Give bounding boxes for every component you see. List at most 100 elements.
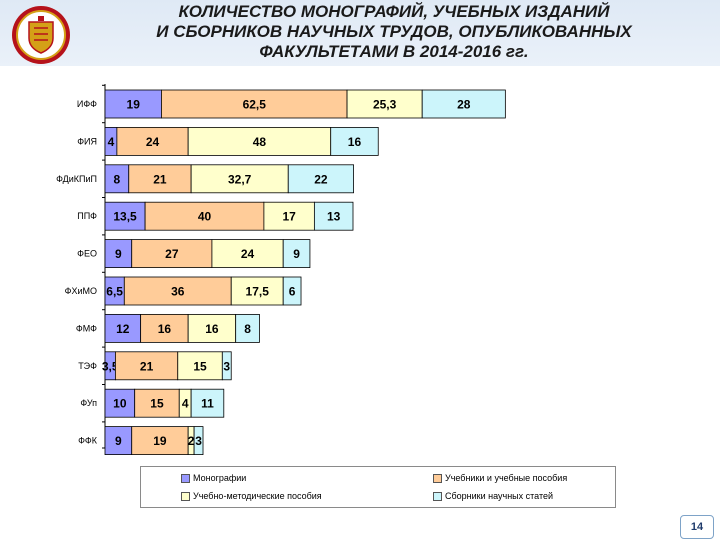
bar-segment-collections [421, 89, 506, 119]
data-label: 15 [193, 359, 207, 373]
data-label: 13 [327, 210, 341, 224]
legend-swatch [181, 473, 190, 483]
data-label: 11 [201, 397, 214, 411]
bar-segment-textbooks [131, 239, 213, 269]
data-label: 16 [205, 322, 219, 336]
data-label: 27 [165, 247, 179, 261]
bar-segment-collections [282, 276, 302, 306]
category-label: ППФ [77, 211, 97, 221]
data-label: 10 [113, 397, 127, 411]
data-label: 22 [314, 172, 328, 186]
data-label: 3 [195, 434, 202, 448]
legend-swatch [181, 491, 190, 501]
data-label: 36 [171, 285, 185, 299]
data-label: 6 [289, 285, 296, 299]
university-emblem-icon [12, 6, 70, 64]
category-label: ИФФ [77, 99, 97, 109]
data-label: 19 [127, 98, 141, 112]
data-label: 3,5 [102, 359, 119, 373]
legend-label: Сборники научных статей [445, 491, 554, 501]
bar-segment-collections [190, 388, 225, 418]
bar-segment-collections [282, 239, 311, 269]
data-label: 21 [153, 172, 167, 186]
bar-segment-textbooks [140, 313, 189, 343]
legend-swatch [433, 473, 442, 483]
legend-item-methodical: Учебно-методические пособия [181, 491, 322, 501]
bar-segment-monographs [104, 89, 162, 119]
title-line-3: ФАКУЛЬТЕТАМИ В 2014-2016 гг. [259, 42, 529, 61]
data-label: 3 [223, 359, 230, 373]
data-label: 16 [348, 135, 362, 149]
category-label: ФМФ [76, 323, 97, 333]
bar-segment-textbooks [116, 127, 189, 156]
data-label: 4 [108, 135, 115, 149]
page-title: КОЛИЧЕСТВО МОНОГРАФИЙ, УЧЕБНЫХ ИЗДАНИЙ И… [78, 2, 710, 62]
bar-segment-methodical [177, 351, 223, 381]
category-label: ТЭФ [78, 361, 97, 371]
data-label: 40 [198, 210, 212, 224]
data-label: 28 [457, 98, 471, 112]
data-label: 19 [153, 434, 167, 448]
bar-segment-monographs [104, 313, 142, 343]
data-label: 8 [244, 322, 251, 336]
legend-item-collections: Сборники научных статей [433, 491, 553, 501]
data-label: 12 [116, 322, 130, 336]
data-label: 9 [293, 247, 300, 261]
bar-segment-collections [287, 164, 354, 194]
category-label: ФХиМО [65, 286, 97, 296]
category-label: ФИЯ [77, 136, 97, 146]
data-label: 17 [282, 210, 296, 224]
bar-segment-textbooks [144, 201, 265, 231]
bar-segment-monographs [104, 388, 136, 418]
bar-segment-collections [193, 426, 204, 456]
bar-segment-monographs [104, 201, 146, 231]
data-label: 13,5 [113, 210, 137, 224]
data-label: 9 [115, 247, 122, 261]
bar-segment-methodical [346, 89, 423, 119]
data-label: 24 [241, 247, 255, 261]
data-label: 17,5 [246, 285, 270, 299]
title-line-1: КОЛИЧЕСТВО МОНОГРАФИЙ, УЧЕБНЫХ ИЗДАНИЙ [178, 2, 610, 21]
legend-label: Учебники и учебные пособия [445, 473, 568, 483]
data-label: 8 [114, 172, 121, 186]
legend-label: Монографии [193, 473, 247, 483]
data-label: 48 [253, 135, 267, 149]
data-label: 2 [188, 434, 195, 448]
bar-segment-collections [313, 201, 354, 231]
data-label: 24 [146, 135, 160, 149]
bar-segment-methodical [190, 164, 289, 194]
legend-label: Учебно-методические пособия [193, 491, 322, 501]
data-label: 6,5 [106, 285, 123, 299]
category-label: ФФК [78, 436, 98, 446]
data-label: 25,3 [373, 98, 397, 112]
bar-segment-collections [221, 351, 232, 381]
bar-segment-textbooks [123, 276, 232, 306]
bar-segment-collections [330, 127, 379, 156]
data-label: 4 [182, 397, 189, 411]
data-label: 32,7 [228, 172, 252, 186]
bar-segment-textbooks [161, 89, 348, 119]
legend-item-textbooks: Учебники и учебные пособия [433, 473, 567, 483]
bar-segment-textbooks [128, 164, 192, 194]
data-label: 16 [158, 322, 172, 336]
category-label: ФДиКПиП [56, 174, 97, 184]
data-label: 15 [150, 397, 164, 411]
bar-segment-methodical [187, 313, 237, 343]
header-banner [0, 0, 720, 66]
bar-segment-monographs [104, 426, 133, 456]
bar-segment-textbooks [131, 426, 189, 456]
bar-segment-methodical [187, 127, 332, 156]
bar-segment-textbooks [134, 388, 180, 418]
data-label: 21 [140, 359, 154, 373]
title-line-2: И СБОРНИКОВ НАУЧНЫХ ТРУДОВ, ОПУБЛИКОВАНН… [156, 22, 632, 41]
chart-legend: Монографии Учебники и учебные пособия Уч… [140, 466, 616, 508]
bar-segment-methodical [263, 201, 315, 231]
bar-segment-methodical [211, 239, 284, 269]
legend-item-monographs: Монографии [181, 473, 246, 483]
data-label: 9 [115, 434, 122, 448]
category-label: ФУп [80, 398, 97, 408]
legend-swatch [433, 491, 442, 501]
bar-segment-collections [235, 313, 260, 343]
category-label: ФЕО [77, 249, 97, 259]
